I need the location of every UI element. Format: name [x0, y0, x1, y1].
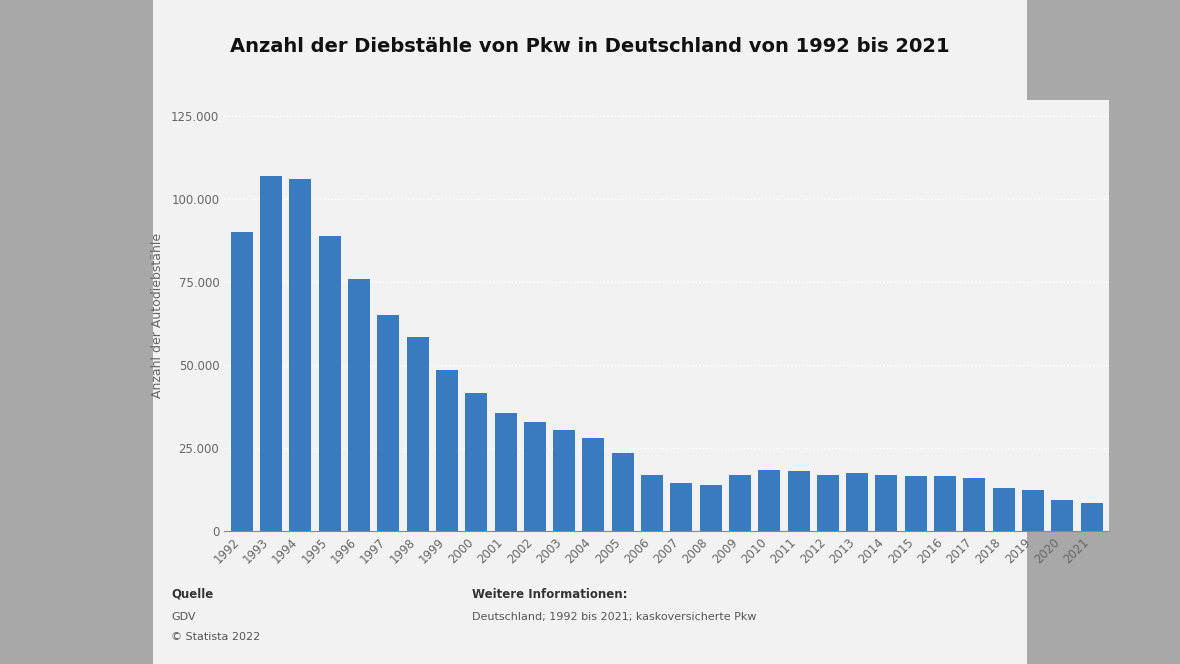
Bar	[378, 315, 399, 531]
Bar	[260, 176, 282, 531]
Bar	[787, 471, 809, 531]
Bar	[759, 470, 780, 531]
Bar	[1051, 499, 1074, 531]
Bar	[1022, 490, 1044, 531]
Bar	[348, 279, 371, 531]
Bar	[435, 370, 458, 531]
Bar	[494, 413, 517, 531]
Bar	[729, 475, 750, 531]
Bar	[289, 179, 312, 531]
Bar	[817, 475, 839, 531]
Bar	[231, 232, 253, 531]
Y-axis label: Anzahl der Autodiebstähle: Anzahl der Autodiebstähle	[151, 233, 164, 398]
Bar	[611, 453, 634, 531]
Bar	[407, 337, 428, 531]
Text: © Statista 2022: © Statista 2022	[171, 632, 261, 642]
Bar	[319, 236, 341, 531]
Bar	[700, 485, 722, 531]
Text: Deutschland; 1992 bis 2021; kaskoversicherte Pkw: Deutschland; 1992 bis 2021; kaskoversich…	[472, 612, 756, 622]
Bar	[670, 483, 693, 531]
Bar	[992, 488, 1015, 531]
Bar	[641, 475, 663, 531]
Text: Quelle: Quelle	[171, 588, 214, 601]
Bar	[465, 393, 487, 531]
Bar	[963, 478, 985, 531]
Bar	[876, 475, 898, 531]
Bar	[553, 430, 575, 531]
Bar	[524, 422, 546, 531]
Bar	[905, 477, 926, 531]
Text: Anzahl der Diebstähle von Pkw in Deutschland von 1992 bis 2021: Anzahl der Diebstähle von Pkw in Deutsch…	[230, 37, 950, 56]
Bar	[1081, 503, 1102, 531]
Bar	[935, 477, 956, 531]
Bar	[846, 473, 868, 531]
Text: Weitere Informationen:: Weitere Informationen:	[472, 588, 628, 601]
Bar	[583, 438, 604, 531]
Text: GDV: GDV	[171, 612, 196, 622]
